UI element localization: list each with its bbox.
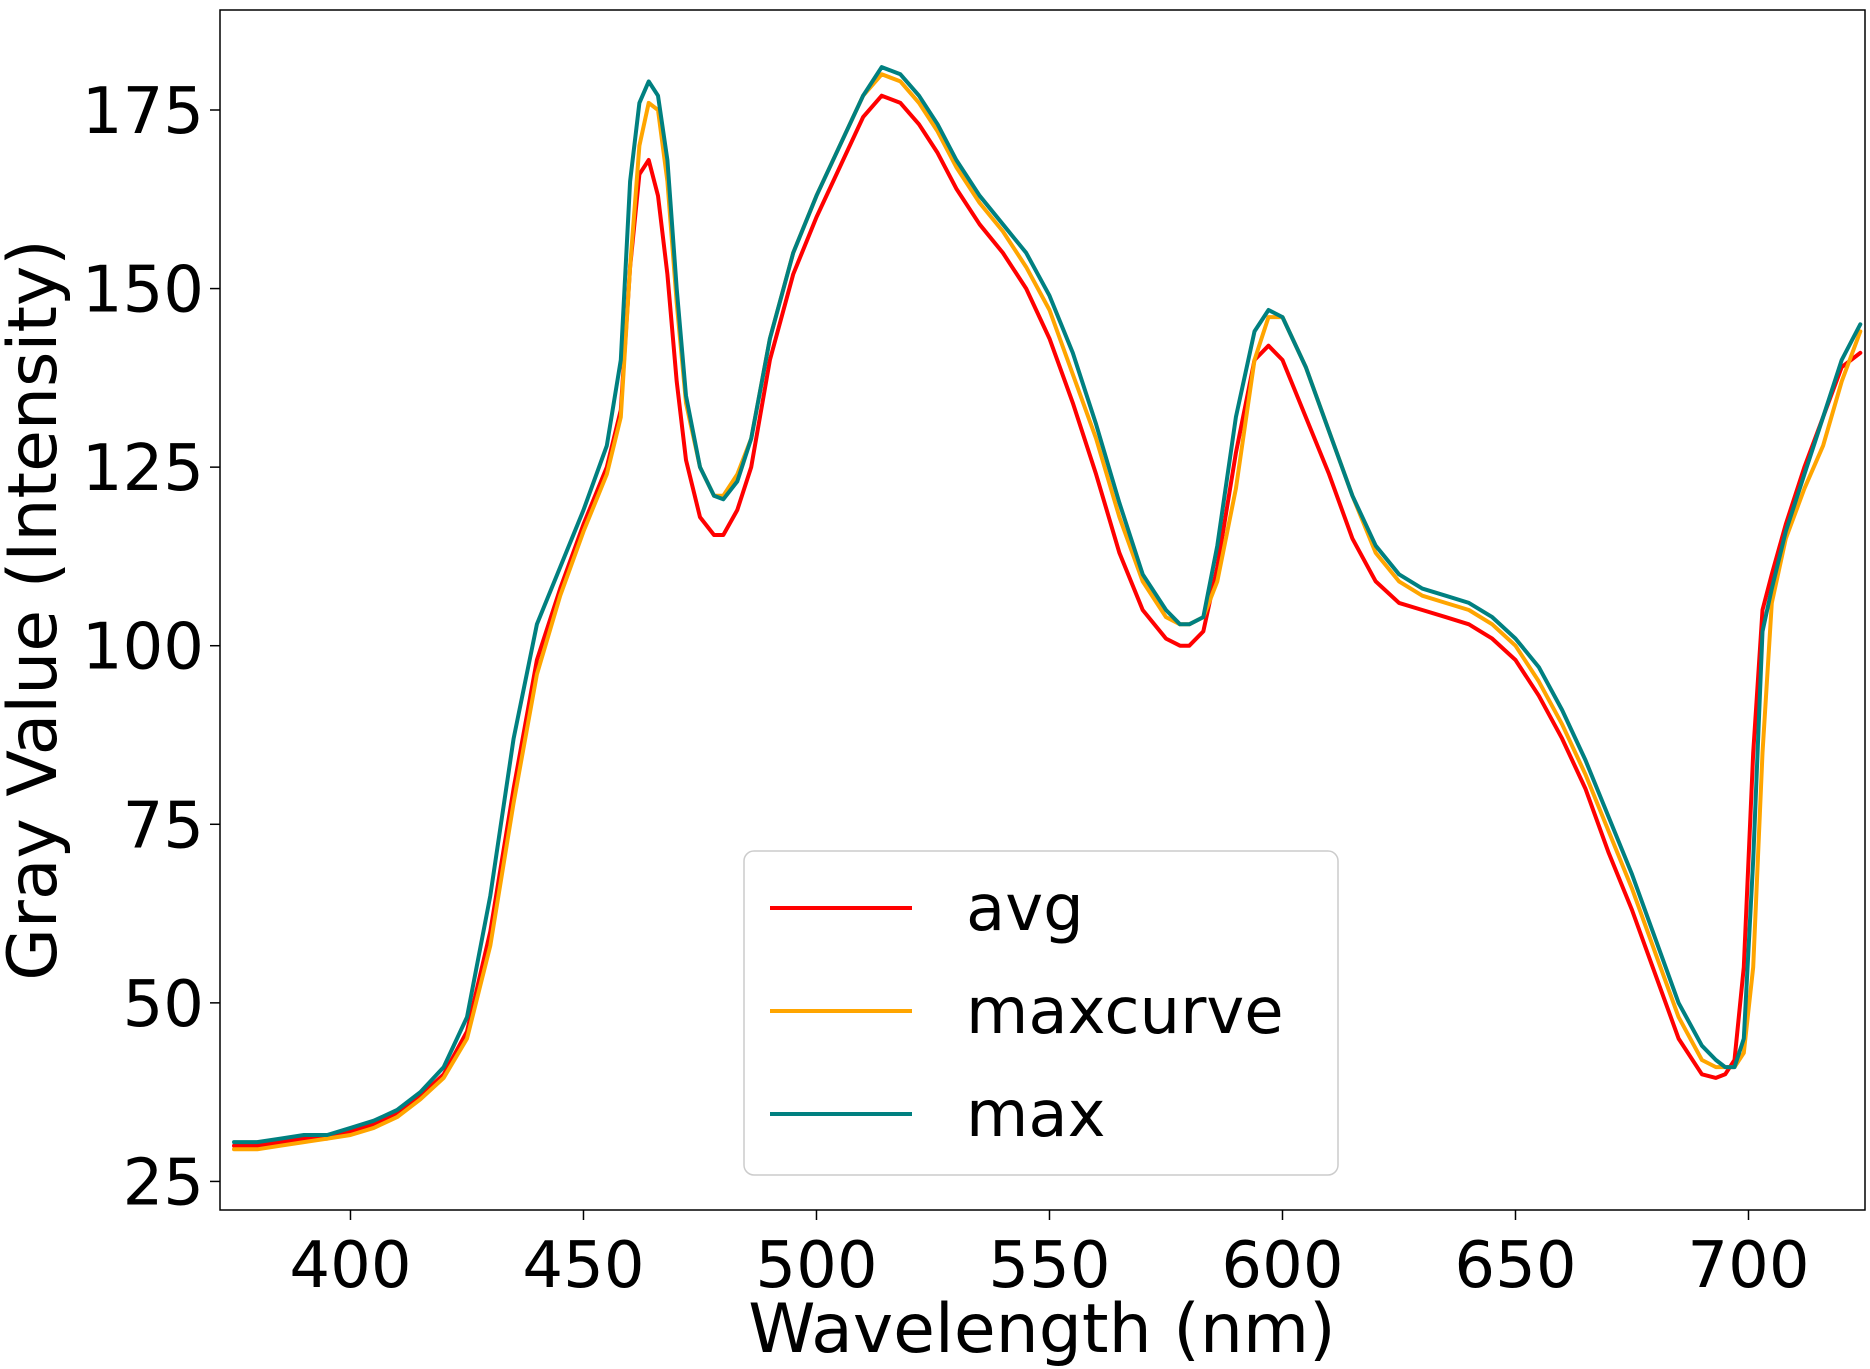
y-tick-label: 100 — [82, 611, 204, 685]
x-tick-label: 700 — [1687, 1229, 1809, 1303]
y-tick-label: 175 — [82, 75, 204, 149]
x-tick-label: 650 — [1454, 1229, 1576, 1303]
y-tick-label: 50 — [123, 968, 204, 1042]
x-axis-label: Wavelength (nm) — [748, 1290, 1335, 1369]
x-tick-label: 450 — [522, 1229, 644, 1303]
tick-layer: 400 450 500 550 600 650 700 25 50 75 100 125 150 175 — [82, 75, 1810, 1303]
x-tick-label: 500 — [755, 1229, 877, 1303]
legend-label-maxcurve: maxcurve — [966, 975, 1284, 1049]
series-line-max — [232, 65, 1863, 1145]
y-axis-label: Gray Value (Intensity) — [0, 239, 73, 981]
series-layer — [232, 65, 1863, 1152]
legend-label-avg: avg — [966, 872, 1084, 946]
legend-frame — [743, 850, 1339, 1176]
y-tick-label: 75 — [123, 789, 204, 863]
y-tick-label: 150 — [82, 254, 204, 328]
y-tick-label: 25 — [123, 1146, 204, 1220]
y-tick-label: 125 — [82, 432, 204, 506]
series-line-avg — [232, 93, 1863, 1148]
series-line-maxcurve — [232, 72, 1863, 1152]
x-tick-label: 600 — [1221, 1229, 1343, 1303]
plot-frame — [219, 9, 1866, 1211]
x-tick-label: 550 — [988, 1229, 1110, 1303]
legend: avg maxcurve max — [743, 850, 1339, 1176]
legend-label-max: max — [966, 1078, 1105, 1152]
x-tick-label: 400 — [289, 1229, 411, 1303]
